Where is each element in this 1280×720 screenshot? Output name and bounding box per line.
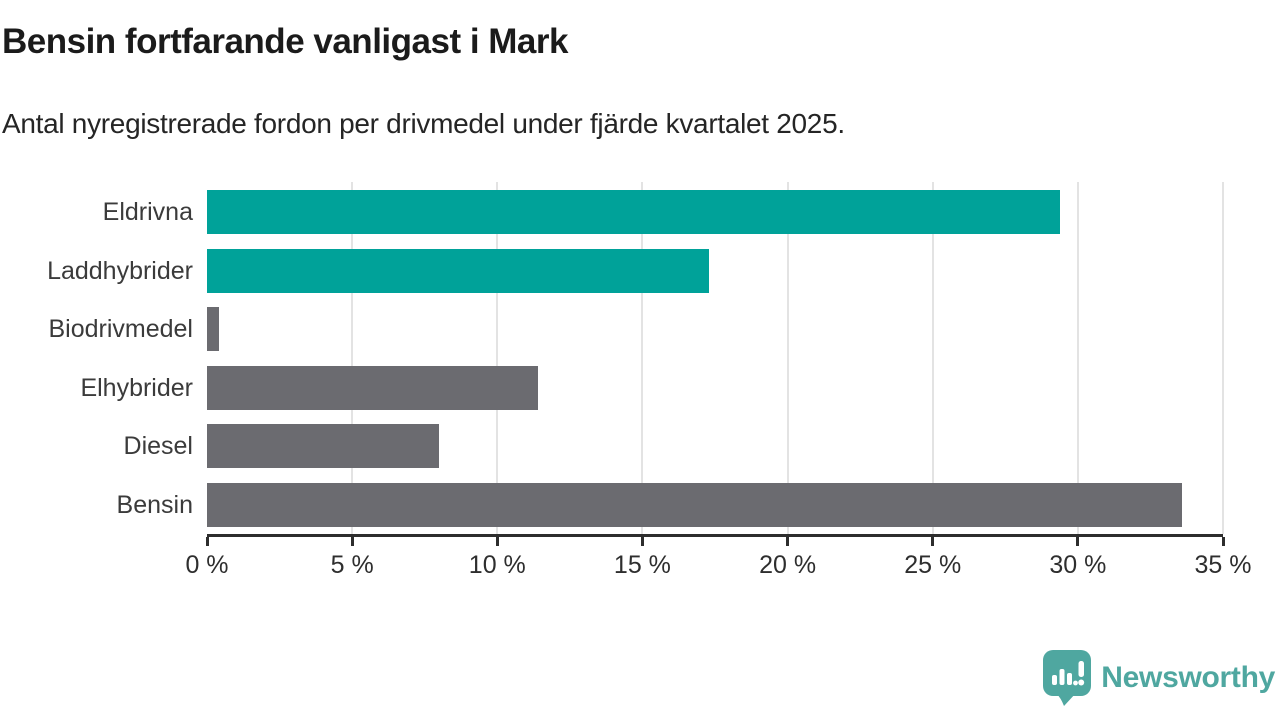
bar [207,190,1061,234]
newsworthy-logo-text: Newsworthy [1101,661,1275,694]
newsworthy-logo-icon [1043,650,1092,706]
axis-tick [1076,537,1080,546]
gridline [496,182,499,534]
x-axis: 0 % 5 % 10 % 15 % 20 % 25 % 30 % 35 % [185,534,1251,587]
axis-tick [640,537,644,546]
axis-tick-label: 10 % [468,551,526,579]
axis-tick [350,537,354,546]
category-label: Eldrivna [102,198,193,226]
axis-tick-label: 30 % [1049,551,1107,579]
newsworthy-logo[interactable]: Newsworthy [1042,649,1275,707]
gridline [641,182,644,534]
axis-tick [1221,537,1225,546]
bar [207,424,440,469]
page-title: Bensin fortfarande vanligast i Mark [2,22,568,61]
axis-tick [786,537,790,546]
axis-tick-label: 15 % [613,551,671,579]
axis-tick [495,537,499,546]
axis-tick [205,537,209,546]
bar [207,307,219,352]
category-label: Elhybrider [80,373,193,402]
bar-row: Laddhybrider [47,248,1223,293]
bar-row: Biodrivmedel [48,307,1223,352]
bar-row: Elhybrider [80,365,1223,410]
bar [207,248,710,293]
bar-row: Eldrivna [103,190,1223,234]
axis-tick [931,537,935,546]
gridline [931,182,934,534]
axis-tick-label: 35 % [1194,551,1252,579]
category-label: Diesel [123,432,193,461]
bar [207,483,1183,527]
gridline [351,182,354,534]
axis-tick-label: 0 % [185,551,229,579]
category-label: Laddhybrider [47,256,193,285]
bar-row: Diesel [124,424,1223,469]
gridline [786,182,789,534]
axis-tick-label: 20 % [759,551,817,579]
axis-tick-label: 25 % [904,551,962,579]
plot-area: Eldrivna Laddhybrider Biodrivmedel Elhybrid… [47,182,1224,534]
bar-row: Bensin [117,483,1223,527]
category-label: Biodrivmedel [48,315,193,344]
bar [207,365,538,410]
page-subtitle: Antal nyregistrerade fordon per drivmede… [2,108,845,139]
gridline [1222,182,1224,534]
gridline [1076,182,1079,534]
category-label: Bensin [116,491,193,519]
axis-tick-label: 5 % [330,551,374,579]
